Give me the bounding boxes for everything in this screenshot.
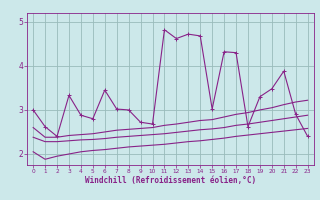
X-axis label: Windchill (Refroidissement éolien,°C): Windchill (Refroidissement éolien,°C)	[85, 176, 256, 185]
